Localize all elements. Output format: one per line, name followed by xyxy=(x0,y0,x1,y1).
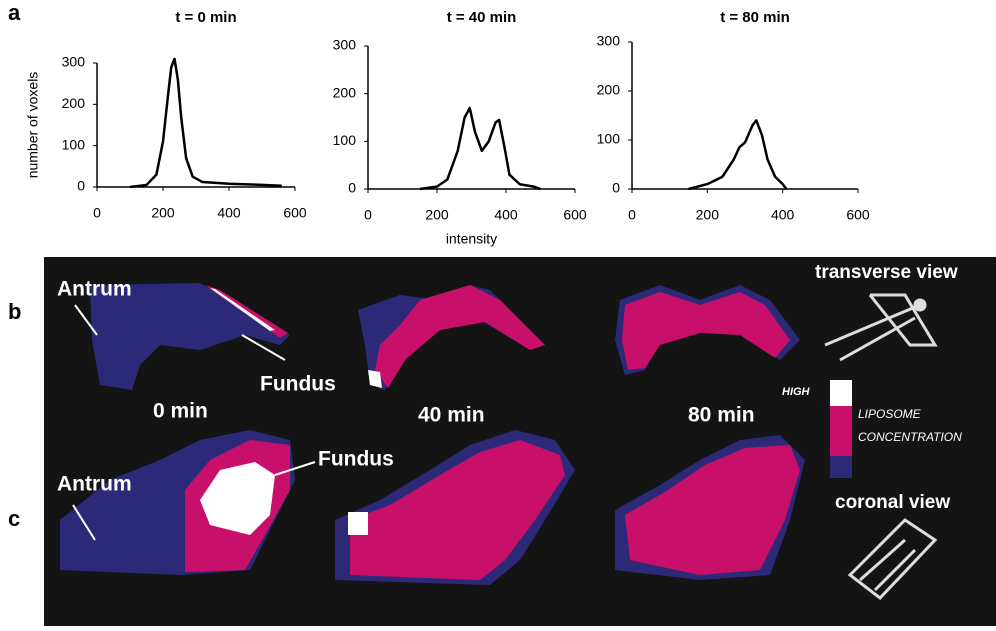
y-tick-label: 200 xyxy=(62,95,86,111)
y-tick-label: 300 xyxy=(597,33,621,49)
y-tick-label: 0 xyxy=(77,178,85,194)
panel-label: c xyxy=(8,506,20,531)
x-tick-label: 400 xyxy=(217,205,241,221)
x-tick-label: 0 xyxy=(93,205,101,221)
x-tick-label: 0 xyxy=(628,207,636,223)
x-tick-label: 200 xyxy=(425,207,449,223)
scale-label: CONCENTRATION xyxy=(858,430,962,444)
x-tick-label: 400 xyxy=(494,207,518,223)
data-line xyxy=(129,57,282,189)
x-tick-label: 200 xyxy=(696,207,720,223)
chart-title: t = 40 min xyxy=(447,9,517,26)
x-tick-label: 600 xyxy=(563,207,587,223)
x-tick-label: 0 xyxy=(364,207,372,223)
time-label: 0 min xyxy=(153,400,208,423)
image-label: Fundus xyxy=(318,448,394,471)
view-label: coronal view xyxy=(835,492,950,513)
image-label: Fundus xyxy=(260,373,336,396)
x-tick-label: 600 xyxy=(846,207,870,223)
time-label: 40 min xyxy=(418,404,485,427)
x-tick-label: 400 xyxy=(771,207,795,223)
panel-label: a xyxy=(8,0,21,25)
y-tick-label: 100 xyxy=(62,136,86,152)
scale-label: HIGH xyxy=(782,386,811,398)
panel-label: b xyxy=(8,299,21,324)
view-label: transverse view xyxy=(815,262,958,283)
data-line xyxy=(419,106,541,191)
chart-title: t = 80 min xyxy=(720,9,790,26)
y-tick-label: 200 xyxy=(333,84,357,100)
y-axis-label: number of voxels xyxy=(25,72,41,179)
y-tick-label: 0 xyxy=(612,180,620,196)
y-tick-label: 300 xyxy=(333,37,357,53)
y-tick-label: 0 xyxy=(348,180,356,196)
chart-title: t = 0 min xyxy=(175,9,236,26)
y-tick-label: 200 xyxy=(597,82,621,98)
x-tick-label: 600 xyxy=(283,205,307,221)
time-label: 80 min xyxy=(688,404,755,427)
mri-image: Antrum Fundus Antrum Fundus 0 min 40 min… xyxy=(44,257,996,626)
scale-label: LIPOSOME xyxy=(858,407,922,421)
x-tick-label: 200 xyxy=(151,205,175,221)
data-line xyxy=(688,119,788,191)
image-label: Antrum xyxy=(57,473,132,496)
y-tick-label: 300 xyxy=(62,54,86,70)
y-tick-label: 100 xyxy=(333,132,357,148)
x-axis-label: intensity xyxy=(446,231,497,247)
y-tick-label: 100 xyxy=(597,131,621,147)
image-label: Antrum xyxy=(57,278,132,301)
